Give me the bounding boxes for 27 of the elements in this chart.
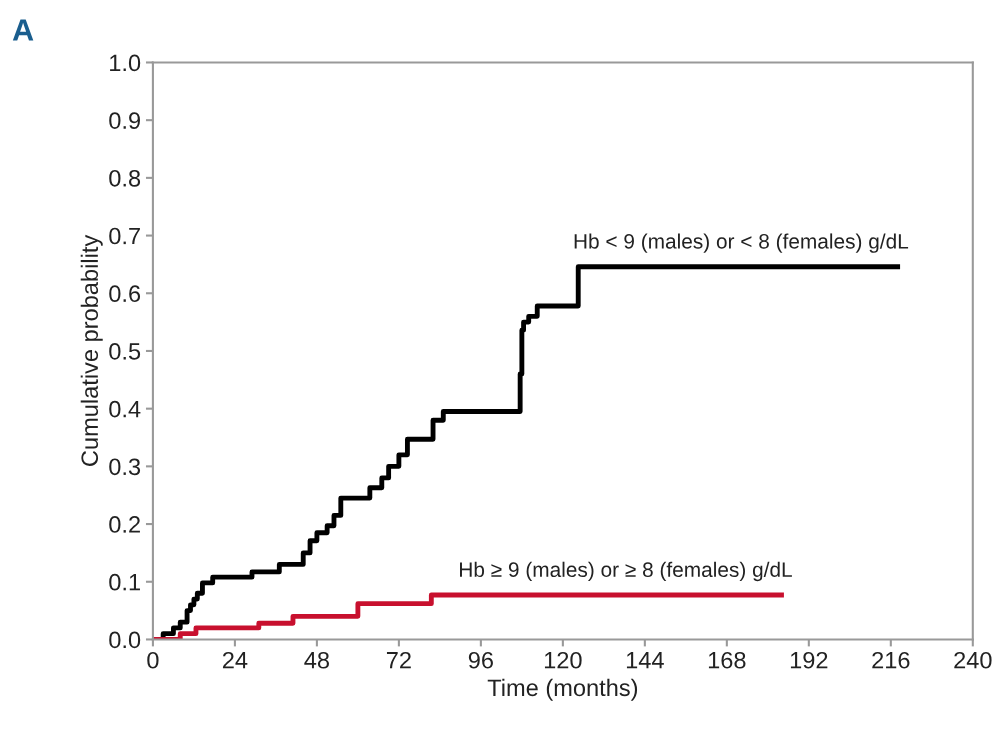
y-tick-label: 0.8 (109, 169, 141, 187)
x-tick-label: 216 (872, 651, 910, 669)
x-tick-label: 168 (708, 651, 746, 669)
x-tick-label: 192 (790, 651, 828, 669)
x-axis-title: Time (months) (487, 678, 638, 701)
x-tick-label: 24 (222, 651, 248, 669)
x-tick-label: 120 (544, 651, 582, 669)
y-tick-label: 0.3 (109, 458, 141, 476)
x-tick-label: 48 (304, 651, 329, 669)
series-label: Hb ≥ 9 (males) or ≥ 8 (females) g/dL (460, 561, 792, 582)
x-tick-label: 96 (468, 651, 493, 669)
y-tick-label: 0.0 (109, 631, 141, 649)
x-tick-label: 240 (954, 651, 992, 669)
y-tick-label: 0.1 (109, 573, 140, 591)
y-axis-title: Cumulative probability (80, 234, 103, 466)
y-tick-label: 0.5 (109, 343, 141, 360)
y-tick-label: 0.7 (109, 227, 140, 245)
y-tick-label: 1.0 (110, 54, 141, 72)
y-tick-label: 0.6 (109, 285, 141, 303)
y-tick-label: 0.4 (109, 400, 141, 418)
x-tick-label: 0 (147, 651, 159, 669)
y-tick-label: 0.9 (109, 112, 140, 129)
text: A (12, 19, 34, 41)
x-tick-label: 144 (626, 652, 664, 669)
series-label: Hb < 9 (males) or < 8 (females) g/dL (574, 233, 909, 253)
y-tick-label: 0.2 (109, 516, 140, 533)
x-tick-label: 72 (386, 651, 411, 669)
